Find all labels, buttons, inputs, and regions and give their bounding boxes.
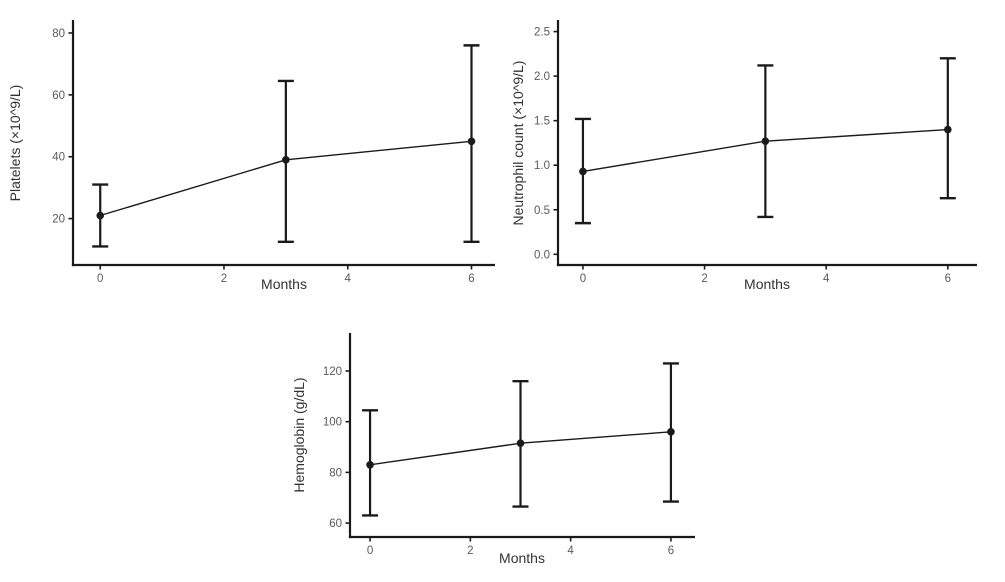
data-point bbox=[282, 156, 290, 164]
y-tick-label: 60 bbox=[52, 90, 65, 102]
y-tick-label: 100 bbox=[323, 417, 342, 429]
x-tick-label: 2 bbox=[701, 273, 707, 285]
y-tick-label: 40 bbox=[52, 152, 65, 164]
x-tick-label: 2 bbox=[467, 545, 473, 557]
platelets-chart: 20 40 60 80 0 2 4 6 Platelets (×10^9/L) Months bbox=[0, 0, 510, 300]
x-tick-label: 2 bbox=[221, 273, 227, 285]
data-point bbox=[667, 428, 675, 436]
x-tick-label: 0 bbox=[580, 273, 586, 285]
data-point bbox=[366, 460, 374, 469]
y-tick-label: 2.5 bbox=[534, 27, 550, 39]
data-point bbox=[516, 439, 525, 448]
x-tick-label: 4 bbox=[823, 273, 830, 285]
data-point bbox=[944, 125, 952, 134]
platelets-plot-area: 20 40 60 80 0 2 4 6 bbox=[52, 20, 495, 285]
y-tick-label: 20 bbox=[52, 214, 65, 226]
y-tick-label: 60 bbox=[329, 518, 342, 530]
data-point bbox=[761, 137, 770, 145]
y-tick-label: 120 bbox=[323, 366, 342, 378]
x-tick-label: 6 bbox=[468, 273, 474, 285]
y-tick-label: 80 bbox=[329, 467, 342, 479]
y-tick-label: 0.5 bbox=[534, 205, 550, 217]
hemoglobin-chart: 60 80 100 120 0 2 4 6 Hemoglobin (g/dL) Months bbox=[283, 318, 723, 582]
x-tick-label: 4 bbox=[345, 273, 352, 285]
data-point bbox=[467, 137, 476, 146]
x-tick-label: 6 bbox=[945, 273, 951, 285]
x-tick-label: 6 bbox=[668, 545, 674, 557]
data-point bbox=[579, 167, 587, 176]
hemoglobin-plot-area: 60 80 100 120 0 2 4 6 bbox=[323, 333, 695, 557]
x-tick-label: 0 bbox=[97, 273, 103, 285]
x-tick-label: 4 bbox=[567, 545, 574, 557]
y-tick-label: 0.0 bbox=[534, 249, 550, 261]
x-tick-label: 0 bbox=[367, 545, 373, 557]
y-tick-label: 1.0 bbox=[534, 160, 550, 172]
neutrophils-chart: 0.0 0.5 1.0 1.5 2.0 2.5 0 2 4 6 Neutrophil count … bbox=[505, 0, 1005, 300]
y-tick-label: 1.5 bbox=[534, 116, 550, 128]
y-tick-label: 2.0 bbox=[534, 71, 550, 83]
data-point bbox=[96, 211, 105, 220]
y-tick-label: 80 bbox=[52, 28, 65, 40]
neutrophils-plot-area: 0.0 0.5 1.0 1.5 2.0 2.5 0 2 4 6 bbox=[534, 20, 977, 285]
